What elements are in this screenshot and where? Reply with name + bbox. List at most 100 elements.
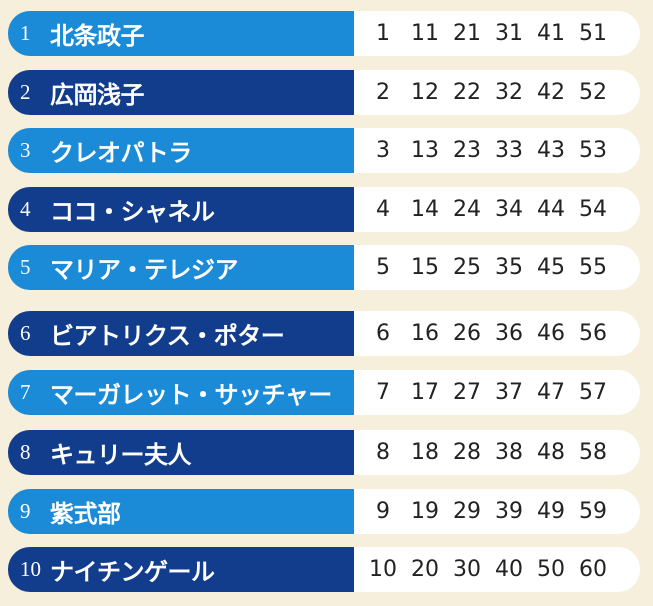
rank-number: 5	[20, 255, 31, 279]
table-row: 9 紫式部 9 19 29 39 49 59	[8, 489, 640, 534]
number: 44	[537, 197, 565, 222]
number: 5	[376, 255, 390, 280]
number: 55	[579, 255, 607, 280]
rank-number: 9	[20, 499, 31, 523]
name-cell: 6 ビアトリクス・ポター	[8, 311, 354, 356]
table-row: 1 北条政子 1 11 21 31 41 51	[8, 11, 640, 56]
numbers-cell: 9 19 29 39 49 59	[354, 489, 640, 534]
number: 2	[376, 80, 390, 105]
name-cell: 5 マリア・テレジア	[8, 245, 354, 290]
number: 19	[411, 499, 439, 524]
table-row: 7 マーガレット・サッチャー 7 17 27 37 47 57	[8, 370, 640, 415]
numbers-cell: 2 12 22 32 42 52	[354, 70, 640, 115]
number: 50	[537, 557, 565, 582]
name-cell: 1 北条政子	[8, 11, 354, 56]
name-cell: 8 キュリー夫人	[8, 430, 354, 475]
number: 46	[537, 321, 565, 346]
number: 31	[495, 21, 523, 46]
number: 22	[453, 80, 481, 105]
table-row: 10 ナイチンゲール 10 20 30 40 50 60	[8, 547, 640, 592]
rank-number: 3	[20, 138, 31, 162]
number: 39	[495, 499, 523, 524]
rank-number: 1	[20, 21, 31, 45]
name-cell: 2 広岡浅子	[8, 70, 354, 115]
name-cell: 4 ココ・シャネル	[8, 187, 354, 232]
number: 56	[579, 321, 607, 346]
number: 1	[376, 21, 390, 46]
table-row: 5 マリア・テレジア 5 15 25 35 45 55	[8, 245, 640, 290]
number: 47	[537, 380, 565, 405]
number: 42	[537, 80, 565, 105]
name-cell: 7 マーガレット・サッチャー	[8, 370, 354, 415]
numbers-cell: 8 18 28 38 48 58	[354, 430, 640, 475]
numbers-cell: 7 17 27 37 47 57	[354, 370, 640, 415]
number: 34	[495, 197, 523, 222]
person-name: ナイチンゲール	[50, 558, 215, 586]
number: 23	[453, 138, 481, 163]
person-name: マーガレット・サッチャー	[50, 381, 332, 409]
number: 11	[411, 21, 439, 46]
name-cell: 3 クレオパトラ	[8, 128, 354, 173]
number: 57	[579, 380, 607, 405]
rank-number: 4	[20, 197, 31, 221]
number: 10	[369, 557, 397, 582]
number: 45	[537, 255, 565, 280]
person-name: キュリー夫人	[50, 441, 192, 469]
number: 43	[537, 138, 565, 163]
person-name: ココ・シャネル	[50, 198, 215, 226]
number: 16	[411, 321, 439, 346]
number: 12	[411, 80, 439, 105]
number: 36	[495, 321, 523, 346]
person-name: マリア・テレジア	[50, 256, 239, 284]
number: 13	[411, 138, 439, 163]
person-name: クレオパトラ	[50, 139, 192, 167]
number: 8	[376, 440, 390, 465]
numbers-cell: 4 14 24 34 44 54	[354, 187, 640, 232]
number: 30	[453, 557, 481, 582]
number: 3	[376, 138, 390, 163]
number: 40	[495, 557, 523, 582]
number: 37	[495, 380, 523, 405]
number: 38	[495, 440, 523, 465]
name-cell: 10 ナイチンゲール	[8, 547, 354, 592]
number: 28	[453, 440, 481, 465]
number: 26	[453, 321, 481, 346]
numbers-cell: 10 20 30 40 50 60	[354, 547, 640, 592]
number: 14	[411, 197, 439, 222]
table-row: 6 ビアトリクス・ポター 6 16 26 36 46 56	[8, 311, 640, 356]
number: 27	[453, 380, 481, 405]
name-cell: 9 紫式部	[8, 489, 354, 534]
number: 53	[579, 138, 607, 163]
number: 21	[453, 21, 481, 46]
table-row: 8 キュリー夫人 8 18 28 38 48 58	[8, 430, 640, 475]
rank-number: 8	[20, 440, 31, 464]
numbers-cell: 3 13 23 33 43 53	[354, 128, 640, 173]
table-row: 3 クレオパトラ 3 13 23 33 43 53	[8, 128, 640, 173]
person-name: 広岡浅子	[50, 81, 145, 109]
person-name: 紫式部	[50, 500, 121, 528]
person-name: 北条政子	[50, 22, 145, 50]
number: 25	[453, 255, 481, 280]
rank-number: 7	[20, 380, 31, 404]
number: 7	[376, 380, 390, 405]
number: 24	[453, 197, 481, 222]
number: 9	[376, 499, 390, 524]
number: 49	[537, 499, 565, 524]
number: 59	[579, 499, 607, 524]
number: 58	[579, 440, 607, 465]
number: 54	[579, 197, 607, 222]
number: 17	[411, 380, 439, 405]
number: 15	[411, 255, 439, 280]
number: 51	[579, 21, 607, 46]
number: 6	[376, 321, 390, 346]
table-row: 4 ココ・シャネル 4 14 24 34 44 54	[8, 187, 640, 232]
number: 48	[537, 440, 565, 465]
number: 18	[411, 440, 439, 465]
number: 4	[376, 197, 390, 222]
numbers-cell: 6 16 26 36 46 56	[354, 311, 640, 356]
number: 35	[495, 255, 523, 280]
rank-number: 10	[20, 557, 41, 581]
number: 33	[495, 138, 523, 163]
number: 32	[495, 80, 523, 105]
